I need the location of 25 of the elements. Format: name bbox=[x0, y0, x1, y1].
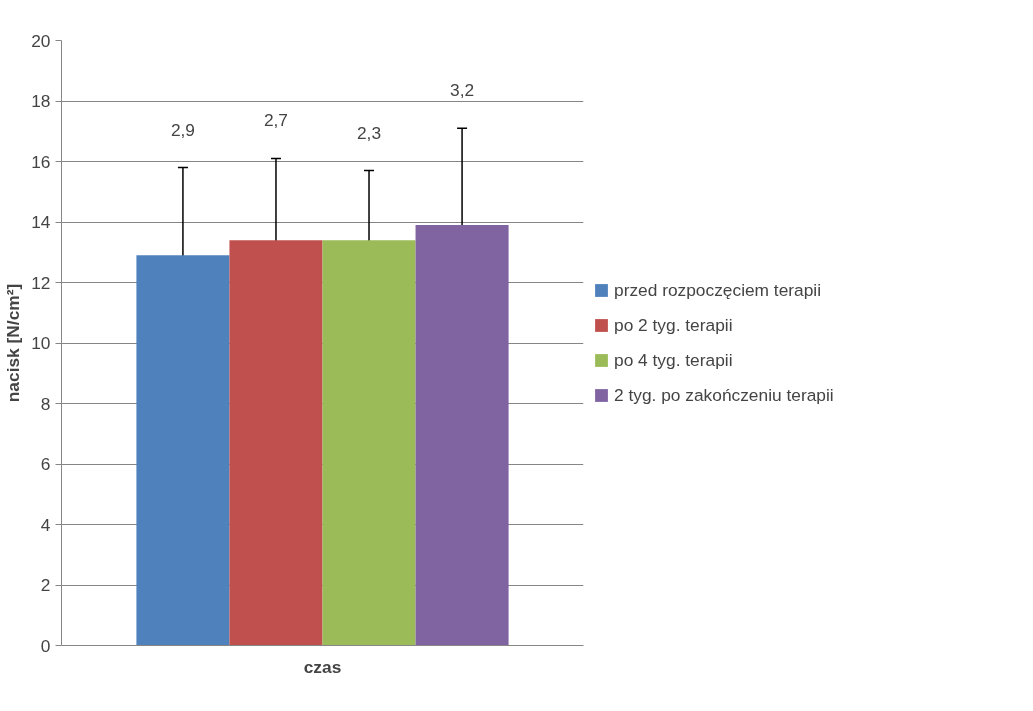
y-tick-label: 0 bbox=[40, 635, 51, 656]
y-tick-label: 16 bbox=[31, 151, 51, 172]
legend-label: po 4 tyg. terapii bbox=[614, 349, 733, 371]
annotation: 2,3 bbox=[356, 122, 382, 143]
y-tick-label: 8 bbox=[40, 393, 51, 414]
annotation: 2,7 bbox=[263, 110, 289, 131]
y-tick-label: 6 bbox=[40, 454, 51, 474]
y-tick-label: 14 bbox=[31, 212, 51, 232]
bar bbox=[322, 240, 416, 646]
y-tick-label: 12 bbox=[31, 272, 51, 293]
annotation: 2,9 bbox=[170, 119, 195, 140]
y-tick-label: 20 bbox=[31, 30, 51, 51]
y-tick-label: 10 bbox=[31, 333, 51, 353]
y-tick-label: 18 bbox=[31, 91, 51, 111]
legend-label: 2 tyg. po zakończeniu terapii bbox=[614, 384, 834, 406]
bar bbox=[229, 240, 323, 646]
y-axis-title: nacisk [N/cm²] bbox=[3, 283, 24, 403]
bar bbox=[415, 225, 509, 646]
annotation: 3,2 bbox=[450, 80, 475, 101]
y-tick-label: 2 bbox=[40, 575, 51, 595]
bar bbox=[136, 255, 230, 646]
legend-label: przed rozpoczęciem terapii bbox=[614, 279, 822, 301]
x-axis-title: czas bbox=[303, 656, 342, 677]
y-tick-label: 4 bbox=[40, 514, 51, 535]
legend-label: po 2 tyg. terapii bbox=[614, 314, 733, 336]
